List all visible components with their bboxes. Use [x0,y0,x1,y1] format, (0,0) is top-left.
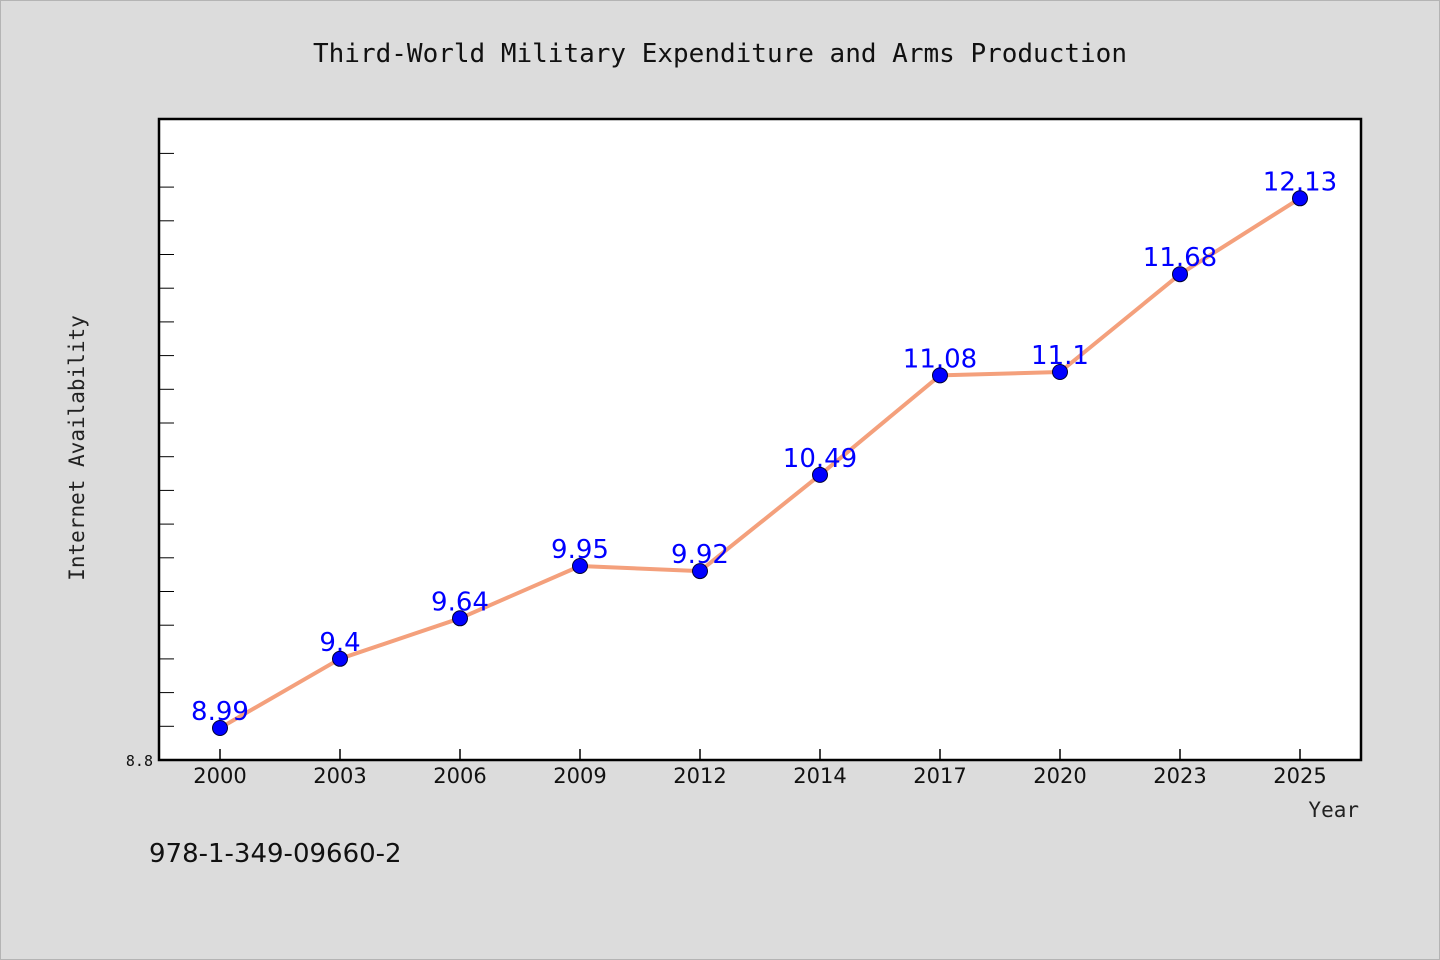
data-point [452,610,468,627]
data-point [1052,364,1068,380]
x-tick-label: 2006 [433,764,486,788]
data-point [1172,266,1188,283]
data-label: 9.4 [319,628,360,658]
x-tick-label: 2014 [793,764,846,788]
data-label: 9.64 [431,587,489,617]
data-point [332,650,348,667]
footnote-isbn: 978-1-349-09660-2 [149,839,402,869]
data-point [1292,190,1308,207]
data-label: 9.92 [671,540,729,570]
data-point [692,563,708,580]
data-label: 11.08 [903,344,977,374]
data-label: 12.13 [1263,167,1337,197]
data-markers [212,190,1308,736]
x-axis-label: Year [1308,798,1359,822]
data-point [572,558,588,574]
x-axis-tick-labels: 2000 2003 2006 2009 2012 2014 2017 2020 2023 2025 [193,764,1326,788]
data-label: 9.95 [551,535,609,565]
x-tick-label: 2020 [1033,764,1086,788]
series-line [218,196,1302,730]
x-tick-label: 2003 [313,764,366,788]
data-point [812,466,828,483]
data-label: 8.99 [191,697,249,727]
data-labels: 8.99 9.4 9.64 9.95 9.92 10.49 11.08 11.1 11.68 12… [191,167,1337,727]
data-label: 11.1 [1031,341,1089,371]
x-tick-label: 2017 [913,764,966,788]
chart-title: Third-World Military Expenditure and Arm… [313,39,1127,69]
x-axis-ticks [219,749,1301,760]
x-tick-label: 2009 [553,764,606,788]
data-label: 10.49 [783,444,857,474]
data-point [932,367,948,384]
y-axis-label: Internet Availability [65,315,89,581]
x-tick-label: 2023 [1153,764,1206,788]
x-tick-label: 2025 [1273,764,1326,788]
x-tick-label: 2000 [193,764,246,788]
data-point [212,720,228,736]
y-tick-label: 8.8 [126,752,153,770]
data-label: 11.68 [1143,243,1217,273]
y-axis-ticks [159,152,174,727]
x-tick-label: 2012 [673,764,726,788]
